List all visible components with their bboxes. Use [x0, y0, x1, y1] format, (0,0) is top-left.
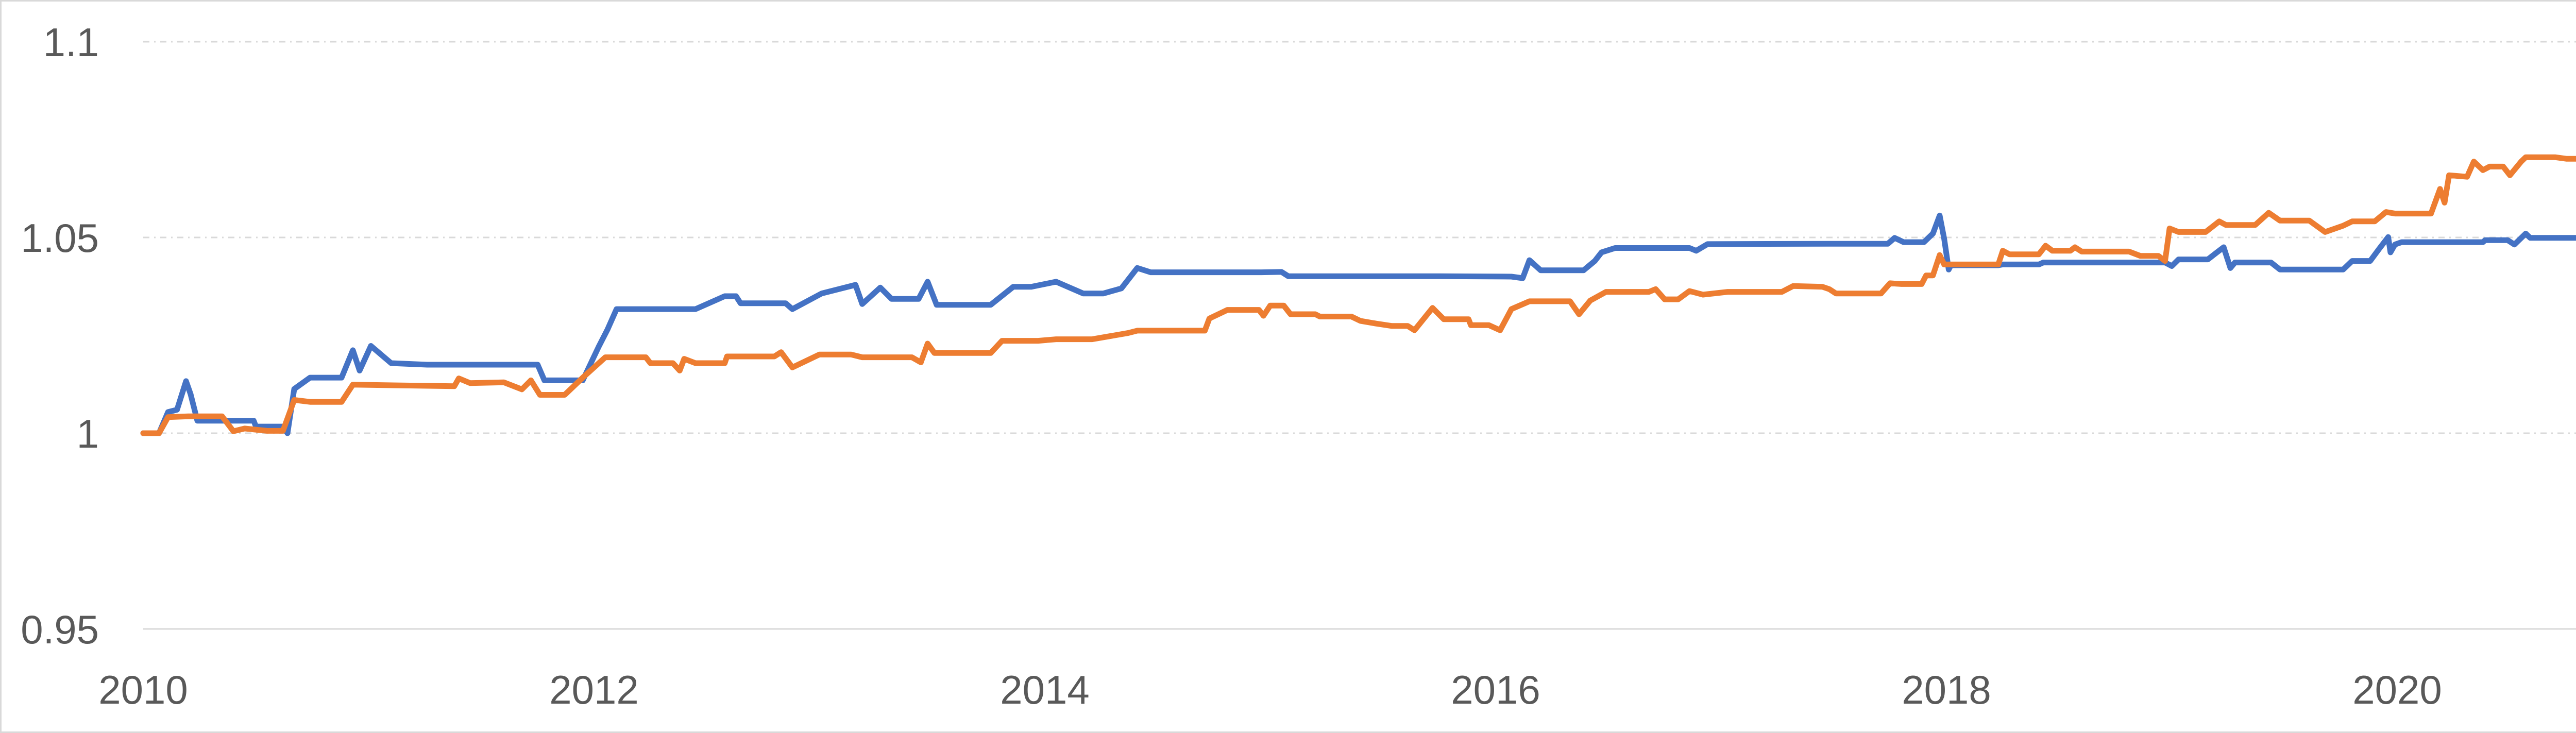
- x-tick-label: 2010: [98, 667, 188, 712]
- x-tick-label: 2020: [2352, 667, 2442, 712]
- series-line-2: [140, 154, 2576, 436]
- y-tick-label: 1: [77, 411, 99, 456]
- x-tick-label: 2018: [1902, 667, 1991, 712]
- x-tick-label: 2012: [549, 667, 639, 712]
- x-tick-label: 2014: [1000, 667, 1090, 712]
- x-tick-label: 2016: [1451, 667, 1540, 712]
- data-series: [140, 154, 2576, 436]
- y-gridlines: [143, 41, 2576, 630]
- y-tick-label: 0.95: [21, 607, 99, 652]
- x-axis-labels: 2010201220142016201820202022: [98, 667, 2442, 712]
- series-line-1: [140, 212, 2576, 436]
- y-axis-labels: 0.95 1 1.05 1.1: [21, 20, 99, 652]
- y-tick-label: 1.1: [43, 20, 99, 65]
- y-tick-label: 1.05: [21, 215, 99, 261]
